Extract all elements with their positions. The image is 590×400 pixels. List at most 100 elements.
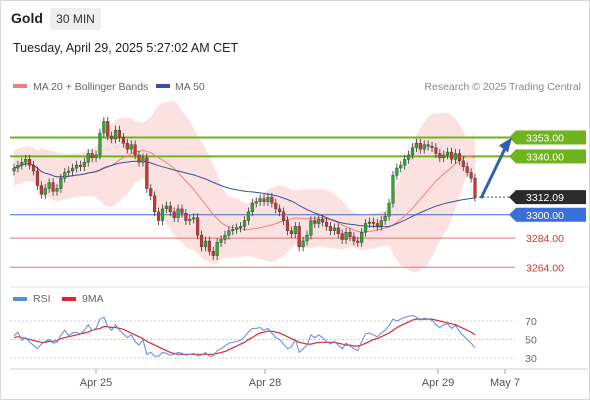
candle-body [188, 218, 192, 221]
candle-body [149, 188, 153, 196]
candle-body [383, 216, 387, 221]
candle-body [110, 135, 114, 140]
candle-body [141, 157, 145, 163]
candle-body [473, 178, 477, 198]
candle-body [207, 240, 211, 252]
level-label: 3353.00 [526, 132, 564, 144]
candle-body [426, 144, 430, 147]
candle-body [317, 218, 321, 224]
ma9-line [13, 318, 476, 355]
forecast-arrowhead [499, 137, 512, 153]
candle-body [55, 188, 59, 192]
candle-body [211, 251, 215, 256]
candle-body [74, 164, 79, 169]
candle-body [262, 198, 266, 202]
candle-body [375, 223, 379, 227]
candle-body [344, 232, 348, 240]
candle-body [117, 129, 122, 138]
candle-body [453, 153, 458, 160]
level-label-box [516, 207, 586, 222]
candle-body [172, 211, 176, 218]
bollinger-band [14, 101, 475, 273]
candle-body [223, 234, 227, 240]
candle-body [348, 232, 352, 237]
candle-body [465, 166, 469, 173]
candle-body [28, 159, 32, 166]
candle-body [246, 211, 250, 221]
candle-body [379, 220, 383, 227]
candle-body [20, 162, 24, 166]
candle-body [196, 217, 200, 236]
candle-body [457, 153, 461, 161]
candle-body [137, 154, 141, 163]
candle-body [469, 172, 473, 179]
ma50-legend-swatch [156, 84, 170, 88]
candle-body [301, 240, 305, 248]
research-credit: Research © 2025 Trading Central [424, 81, 581, 93]
candle-body [332, 227, 336, 231]
candle-body [129, 144, 133, 150]
candle-body [270, 197, 274, 204]
candle-body [133, 144, 137, 156]
candle-body [43, 188, 47, 195]
candle-body [360, 232, 364, 243]
candle-body [461, 160, 465, 167]
candle-body [90, 153, 94, 159]
candle-body [125, 143, 129, 150]
rsi-tick-label: 30 [525, 353, 537, 365]
candle-body [16, 164, 20, 169]
candle-body [227, 230, 231, 236]
candle-body [114, 129, 118, 140]
candle-body [449, 151, 454, 160]
candle-body [102, 121, 106, 134]
time-tick-label: Apr 25 [80, 377, 112, 389]
candle-body [371, 221, 375, 224]
candle-body [215, 242, 219, 256]
candle-body [24, 159, 28, 163]
candle-body [324, 221, 329, 227]
candle-body [391, 175, 395, 204]
candle-body [414, 143, 418, 148]
candle-body [35, 170, 40, 186]
candle-body [434, 147, 438, 154]
candle-body [328, 226, 333, 231]
candle-body [98, 132, 102, 156]
candle-body [446, 151, 450, 156]
ma20-legend-label: MA 20 + Bollinger Bands [33, 81, 148, 93]
candle-body [410, 147, 415, 156]
candle-body [282, 211, 286, 221]
level-label: 3340.00 [526, 151, 564, 163]
candle-body [305, 234, 309, 242]
candle-body [168, 205, 172, 213]
candle-body [356, 240, 360, 243]
candle-body [94, 154, 98, 159]
candle-body [67, 170, 71, 173]
candle-body [63, 172, 67, 179]
rsi-tick-label: 50 [525, 335, 537, 347]
candle-body [231, 229, 235, 231]
level-label-box [516, 130, 586, 145]
candle-body [293, 226, 297, 234]
time-tick-label: May 7 [490, 377, 520, 389]
candle-body [156, 211, 161, 221]
candle-body [340, 233, 344, 240]
timeframe-button[interactable]: 30 MIN [50, 8, 101, 30]
candle-body [250, 202, 254, 213]
candle-body [184, 213, 188, 221]
ma9-legend-swatch [62, 297, 76, 301]
price-chart: MA 20 + Bollinger Bands MA 50 Research © 2… [10, 81, 588, 389]
forecast-arrow [479, 145, 508, 199]
level-label: 3264.00 [526, 262, 564, 274]
candle-body [12, 167, 16, 172]
candle-body [336, 227, 340, 234]
candle-body [51, 182, 55, 192]
current-price-box [516, 190, 586, 205]
candle-body [239, 226, 243, 229]
candle-body [395, 167, 399, 176]
candle-body [176, 208, 180, 218]
candle-body [352, 236, 356, 242]
candle-body [242, 220, 247, 227]
ma20-legend-swatch [13, 84, 27, 88]
rsi-legend-label: RSI [33, 293, 51, 305]
candle-body [297, 226, 301, 248]
